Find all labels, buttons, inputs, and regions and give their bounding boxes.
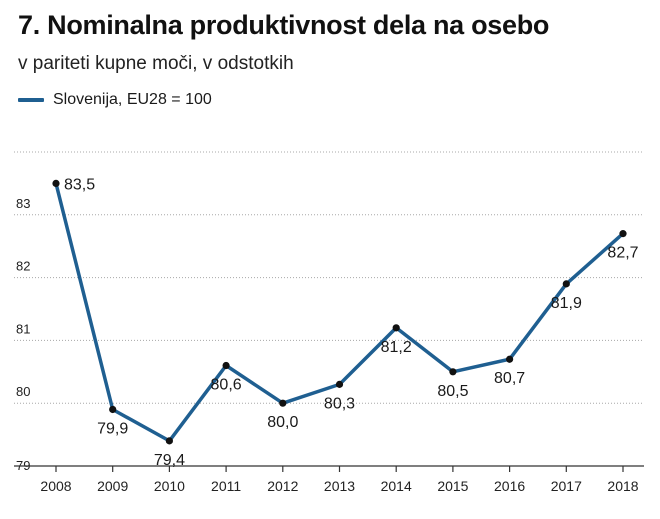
data-label: 82,7 — [607, 245, 638, 262]
data-label: 79,4 — [154, 452, 185, 469]
data-label: 79,9 — [97, 420, 128, 437]
data-label: 80,6 — [211, 377, 242, 394]
data-point — [279, 399, 287, 407]
y-tick-label: 80 — [16, 384, 30, 399]
chart-title: 7. Nominalna produktivnost dela na osebo — [18, 10, 550, 40]
x-tick-label: 2017 — [551, 478, 582, 494]
data-point — [52, 179, 60, 187]
data-point — [392, 324, 400, 332]
data-point — [562, 280, 570, 288]
x-tick-label: 2010 — [154, 478, 185, 494]
data-point — [165, 437, 173, 445]
x-tick-label: 2013 — [324, 478, 355, 494]
data-label: 80,0 — [267, 414, 298, 431]
legend: Slovenija, EU28 = 100 — [18, 91, 212, 109]
legend-label: Slovenija, EU28 = 100 — [53, 91, 212, 108]
x-tick-label: 2015 — [437, 478, 468, 494]
y-tick-label: 83 — [16, 196, 30, 211]
data-point — [109, 405, 117, 414]
y-tick-label: 82 — [16, 259, 30, 274]
legend-swatch — [18, 98, 44, 102]
data-label: 81,9 — [551, 295, 582, 312]
data-label: 83,5 — [64, 176, 95, 193]
y-tick-label: 81 — [16, 321, 30, 336]
x-tick-label: 2011 — [211, 478, 241, 494]
x-tick-label: 2008 — [40, 478, 71, 494]
data-point — [335, 380, 344, 388]
data-point — [449, 368, 457, 376]
data-point — [506, 355, 514, 363]
data-label: 80,5 — [437, 383, 468, 400]
data-point — [222, 361, 230, 370]
x-tick-label: 2016 — [494, 478, 525, 494]
x-tick-label: 2018 — [607, 478, 638, 494]
x-tick-label: 2014 — [381, 478, 412, 494]
chart-subtitle: v pariteti kupne moči, v odstotkih — [18, 53, 294, 74]
data-labels: 83,5 79,9 79,4 80,6 80,0 80,3 81,2 80,5 80,7 81,9… — [64, 176, 639, 468]
gridlines — [14, 151, 644, 404]
data-points — [52, 179, 627, 445]
data-label: 80,3 — [324, 395, 355, 412]
x-tick-label: 2012 — [267, 478, 298, 494]
data-point — [619, 230, 627, 238]
data-label: 81,2 — [381, 339, 412, 356]
x-tick-label: 2009 — [97, 478, 128, 494]
data-label: 80,7 — [494, 370, 525, 387]
